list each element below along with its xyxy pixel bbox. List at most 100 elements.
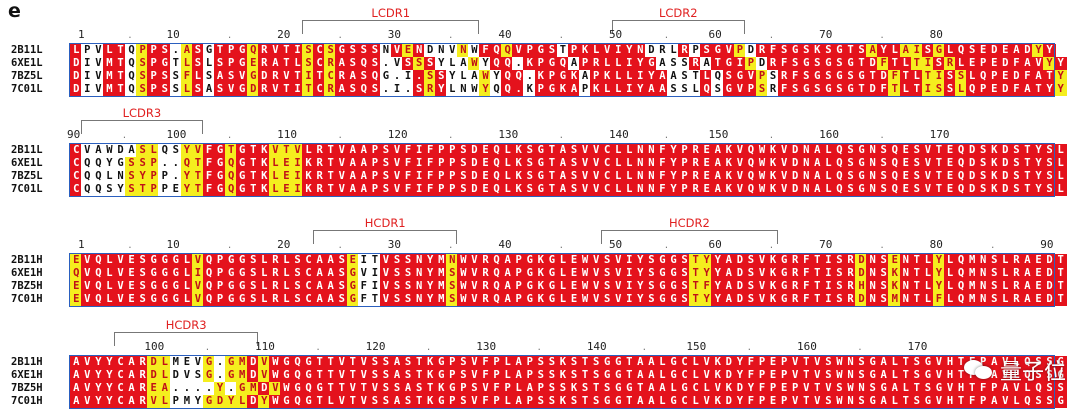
residue: L xyxy=(999,293,1012,306)
residue: V xyxy=(611,280,625,293)
residue: S xyxy=(457,157,470,170)
cdr-bracket xyxy=(302,20,480,34)
residue: W xyxy=(457,267,470,280)
residue: L xyxy=(280,293,293,306)
residue: V xyxy=(335,395,349,408)
residue: S xyxy=(368,83,382,96)
position-dot: . xyxy=(337,131,343,141)
residue: S xyxy=(1032,395,1045,408)
residue: I xyxy=(822,267,835,280)
residue: V xyxy=(932,356,946,369)
residue: F xyxy=(656,144,669,157)
residue: E xyxy=(766,356,780,369)
residue: A xyxy=(501,280,514,293)
residue: T xyxy=(136,183,149,196)
residue: A xyxy=(512,395,525,408)
residue: P xyxy=(755,395,769,408)
residue: S xyxy=(877,280,890,293)
residue: A xyxy=(125,144,138,157)
sequence-row: 7BZ5H A V Y Y C A R E A.... Y. G M D V W G Q G T T V T V S S A S T K G… xyxy=(0,382,1080,395)
residue: G xyxy=(921,395,935,408)
residue: T xyxy=(368,293,382,306)
position-dot: . xyxy=(121,131,128,141)
residue: T xyxy=(855,57,868,70)
residue: Q xyxy=(302,382,315,395)
residue: P xyxy=(434,144,448,157)
residue: V xyxy=(92,57,105,70)
residue: G xyxy=(235,57,249,70)
cdr-label: HCDR2 xyxy=(668,216,710,230)
residue: K xyxy=(578,44,592,57)
residue: Y xyxy=(490,70,503,83)
residue: Q xyxy=(125,83,138,96)
residue: L xyxy=(324,395,337,408)
residue: L xyxy=(103,170,116,183)
residue: S xyxy=(224,70,238,83)
residue: R xyxy=(1010,267,1023,280)
residue: V xyxy=(733,157,747,170)
residue: T xyxy=(1021,157,1034,170)
residue: S xyxy=(136,144,149,157)
residue: T xyxy=(855,83,868,96)
residue: D xyxy=(733,293,747,306)
residue: A xyxy=(1010,44,1023,57)
residue: Y xyxy=(667,170,680,183)
residue: L xyxy=(589,44,603,57)
residue: W xyxy=(578,280,592,293)
residue: D xyxy=(246,356,260,369)
position-dot: . xyxy=(768,31,775,41)
residue: C xyxy=(70,170,83,183)
residue: S xyxy=(368,369,382,382)
residue: Q xyxy=(833,183,846,196)
residue: G xyxy=(855,170,868,183)
residue: Y xyxy=(103,395,116,408)
residue: N xyxy=(412,267,426,280)
residue: Y xyxy=(700,267,713,280)
residue: W xyxy=(755,170,769,183)
residue: Y xyxy=(932,280,946,293)
position-number: 1 xyxy=(78,238,85,251)
residue: Y xyxy=(634,280,647,293)
residue: D xyxy=(645,44,658,57)
residue: Q xyxy=(81,183,94,196)
residue: M xyxy=(965,267,979,280)
residue: L xyxy=(623,170,636,183)
residue: R xyxy=(479,280,492,293)
residue: D xyxy=(999,183,1012,196)
residue: D xyxy=(999,157,1012,170)
residue: R xyxy=(589,57,603,70)
residue: R xyxy=(269,254,282,267)
residue: Q xyxy=(291,356,304,369)
residue: L xyxy=(158,369,172,382)
residue: T xyxy=(324,356,337,369)
residue: P xyxy=(976,395,990,408)
residue: S xyxy=(523,183,537,196)
position-number: 130 xyxy=(476,340,497,353)
residue: S xyxy=(401,254,415,267)
residue: Y xyxy=(733,356,747,369)
residue: D xyxy=(423,44,437,57)
residue: I xyxy=(368,280,382,293)
residue: A xyxy=(346,170,360,183)
residue: Y xyxy=(92,356,105,369)
residue: S xyxy=(390,293,404,306)
residue: F xyxy=(788,70,802,83)
residue: Q xyxy=(1021,356,1034,369)
residue: G xyxy=(346,280,360,293)
residue: L xyxy=(103,280,116,293)
residue: G xyxy=(224,254,238,267)
residue: V xyxy=(589,280,603,293)
residue: K xyxy=(722,170,736,183)
residue: V xyxy=(999,369,1012,382)
residue: A xyxy=(70,369,83,382)
residue: T xyxy=(280,83,293,96)
residue: S xyxy=(368,356,382,369)
residue: F xyxy=(479,395,492,408)
residue: S xyxy=(700,44,713,57)
residue: V xyxy=(269,144,282,157)
residue: G xyxy=(822,83,835,96)
residue: K xyxy=(722,382,736,395)
residue: I xyxy=(822,293,835,306)
residue: Q xyxy=(180,157,194,170)
residue: E xyxy=(169,183,183,196)
